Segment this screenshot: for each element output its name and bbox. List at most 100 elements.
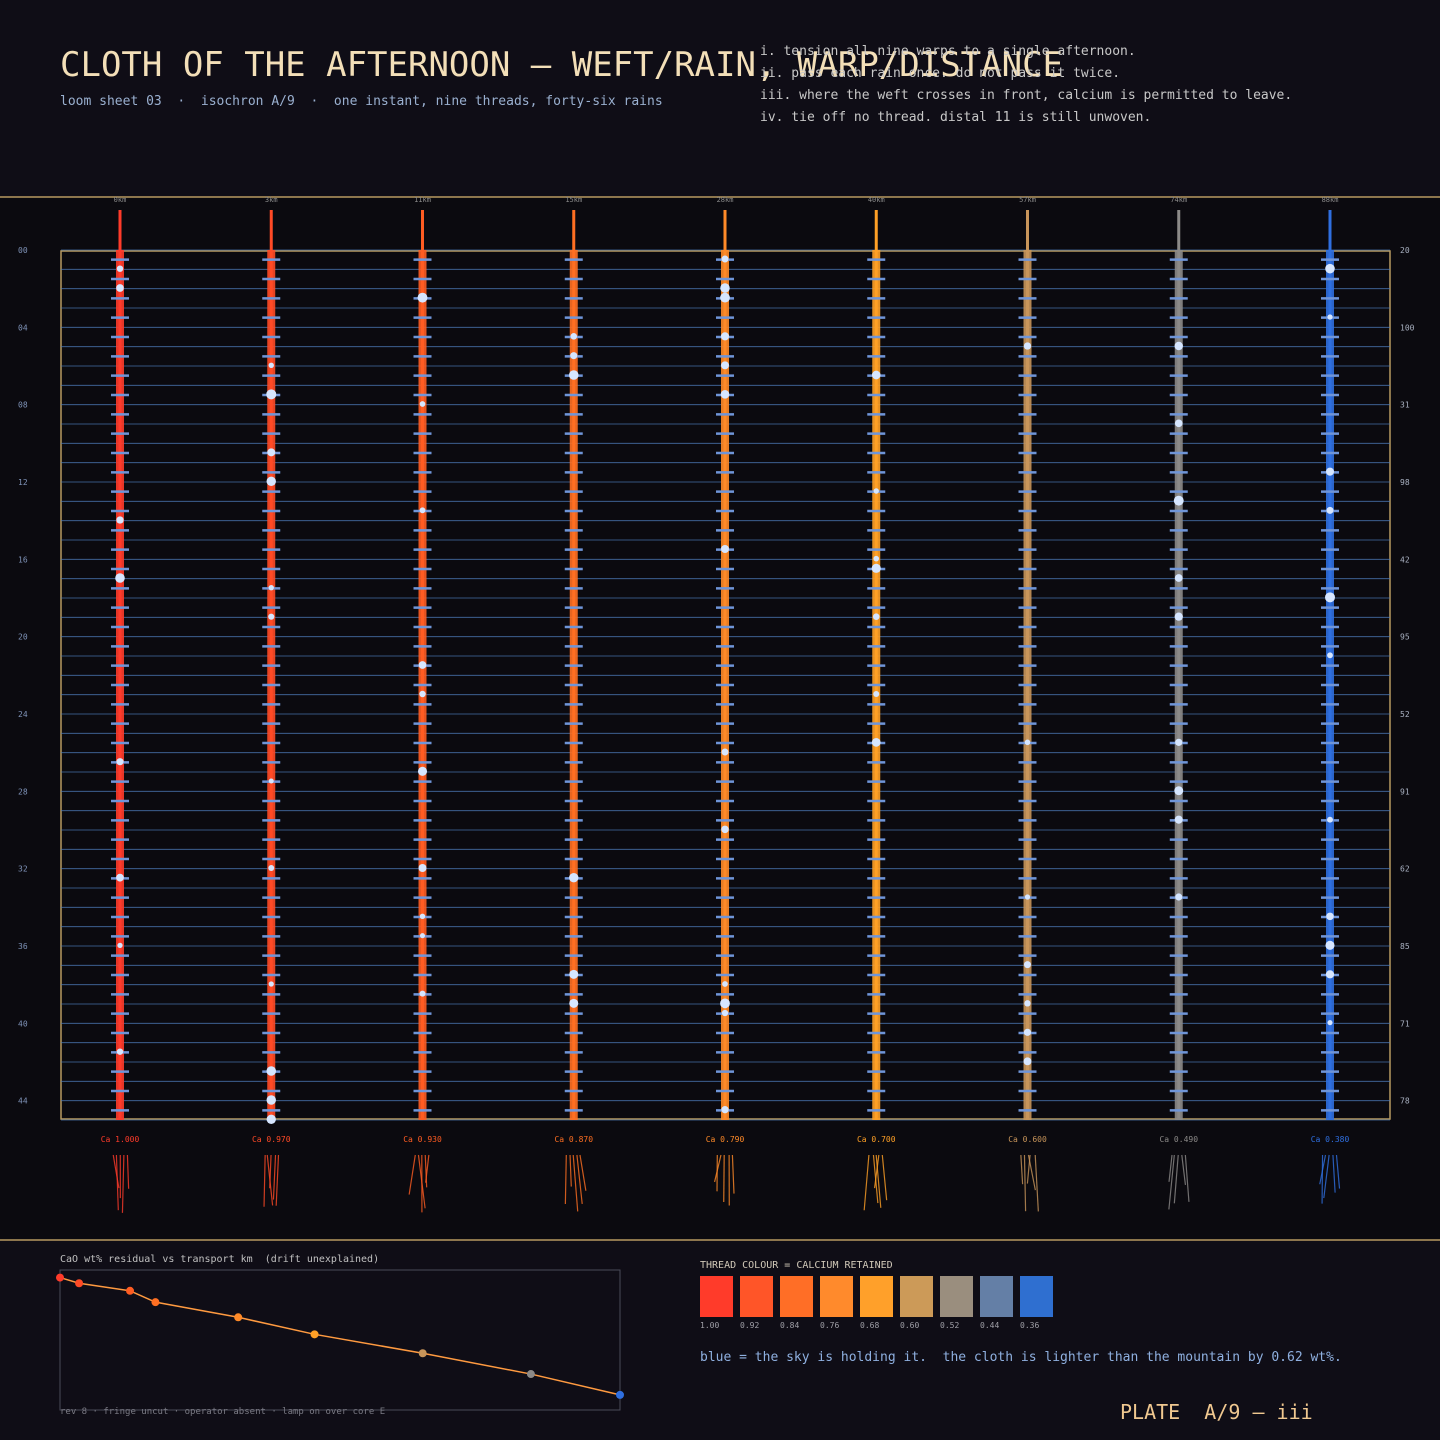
rain-drop bbox=[419, 507, 426, 514]
fringe bbox=[424, 1154, 428, 1188]
legend-swatch bbox=[900, 1276, 933, 1317]
data-point bbox=[310, 1330, 319, 1339]
chart-frame bbox=[59, 1269, 621, 1411]
rain-drop bbox=[116, 873, 124, 882]
legend-swatch bbox=[980, 1276, 1013, 1317]
rain-drop bbox=[871, 563, 881, 573]
row-value-label: 42 bbox=[1400, 555, 1410, 564]
rain-drop bbox=[871, 370, 881, 380]
rain-drop bbox=[418, 863, 427, 873]
legend-swatch bbox=[1020, 1276, 1053, 1317]
rain-drop bbox=[1174, 612, 1183, 621]
legend-swatch bbox=[780, 1276, 813, 1317]
thread-distance: 3km bbox=[265, 196, 278, 204]
rain-drop bbox=[1326, 506, 1334, 514]
rain-drop bbox=[570, 352, 578, 360]
rain-drop bbox=[1174, 815, 1183, 824]
subtitle: loom sheet 03 · isochron A/9 · one insta… bbox=[60, 94, 663, 109]
row-label: 16 bbox=[18, 555, 28, 564]
fringe bbox=[1184, 1154, 1190, 1202]
rain-drop bbox=[721, 748, 729, 756]
rain-drop bbox=[266, 1066, 277, 1076]
fringe bbox=[873, 1154, 880, 1189]
fringe bbox=[275, 1154, 280, 1206]
rain-drop bbox=[266, 1095, 276, 1105]
rain-drop bbox=[1327, 652, 1333, 659]
rain-drop bbox=[720, 283, 730, 293]
fringe bbox=[731, 1154, 735, 1194]
rain-drop bbox=[1024, 739, 1031, 746]
rain-drop bbox=[1325, 592, 1335, 603]
rain-drop bbox=[721, 255, 729, 263]
row-label: 24 bbox=[18, 710, 28, 719]
rain-drop bbox=[117, 942, 123, 948]
rain-drop bbox=[1023, 961, 1032, 969]
rain-drop bbox=[720, 332, 730, 341]
rain-drop bbox=[266, 1114, 276, 1124]
thread-calcium: Ca 0.870 bbox=[554, 1135, 593, 1144]
rain-drop bbox=[1325, 467, 1335, 476]
legend-label: 0.36 bbox=[1020, 1321, 1039, 1330]
rain-drop bbox=[1174, 341, 1183, 351]
thread-distance: 11km bbox=[414, 196, 431, 204]
legend-label: 0.52 bbox=[940, 1321, 959, 1330]
row-label: 32 bbox=[18, 865, 28, 874]
row-value-label: 20 bbox=[1400, 246, 1410, 255]
rain-drop bbox=[419, 401, 426, 407]
rain-drop bbox=[268, 778, 274, 784]
rain-drop bbox=[417, 292, 428, 303]
data-point bbox=[234, 1313, 243, 1322]
legend-swatch bbox=[820, 1276, 853, 1317]
fringe bbox=[1181, 1154, 1187, 1186]
legend-swatch bbox=[940, 1276, 973, 1317]
rain-drop bbox=[116, 1048, 124, 1055]
thread-calcium: Ca 0.380 bbox=[1311, 1135, 1350, 1144]
rain-drop bbox=[1174, 574, 1183, 582]
fringe bbox=[408, 1154, 416, 1195]
rain-drop bbox=[569, 872, 579, 883]
fringe bbox=[1026, 1154, 1031, 1184]
fringe bbox=[115, 1154, 119, 1211]
thread-calcium: Ca 0.930 bbox=[403, 1135, 442, 1144]
fringe bbox=[1023, 1154, 1027, 1212]
fringe bbox=[1168, 1154, 1175, 1210]
fringe bbox=[1335, 1154, 1341, 1189]
rain-drop bbox=[1327, 816, 1333, 823]
rain-drop bbox=[569, 969, 579, 979]
rule: iv. tie off no thread. distal 11 is stil… bbox=[760, 110, 1151, 125]
row-value-label: 95 bbox=[1400, 633, 1410, 642]
row-label: 04 bbox=[18, 323, 28, 332]
rain-drop bbox=[1326, 912, 1334, 921]
rain-drop bbox=[872, 613, 880, 620]
rain-drop bbox=[1325, 970, 1335, 979]
rain-drop bbox=[1175, 893, 1183, 901]
rain-drop bbox=[873, 488, 879, 494]
rain-drop bbox=[1175, 738, 1183, 746]
data-point bbox=[418, 1349, 427, 1358]
legend-label: 0.60 bbox=[900, 1321, 919, 1330]
rain-drop bbox=[419, 690, 426, 698]
rule: iii. where the weft crosses in front, ca… bbox=[760, 88, 1292, 103]
fringe bbox=[1332, 1154, 1336, 1193]
rain-drop bbox=[1327, 314, 1333, 320]
fringe bbox=[875, 1154, 882, 1208]
rain-drop bbox=[419, 990, 426, 997]
row-value-label: 100 bbox=[1400, 323, 1415, 332]
rain-drop bbox=[418, 661, 427, 669]
rain-drop bbox=[267, 448, 276, 457]
legend-label: 1.00 bbox=[700, 1321, 719, 1330]
rain-drop bbox=[720, 544, 730, 554]
rain-drop bbox=[1325, 263, 1335, 274]
rain-drop bbox=[721, 1009, 729, 1017]
fringe bbox=[1323, 1154, 1330, 1199]
row-label: 08 bbox=[18, 401, 28, 410]
row-value-label: 71 bbox=[1400, 1019, 1410, 1028]
rain-drop bbox=[419, 933, 426, 939]
row-label: 12 bbox=[18, 478, 28, 487]
legend-swatch bbox=[860, 1276, 893, 1317]
rain-drop bbox=[570, 333, 578, 340]
thread-calcium: Ca 0.600 bbox=[1008, 1135, 1047, 1144]
thread-distance: 28km bbox=[717, 196, 734, 204]
